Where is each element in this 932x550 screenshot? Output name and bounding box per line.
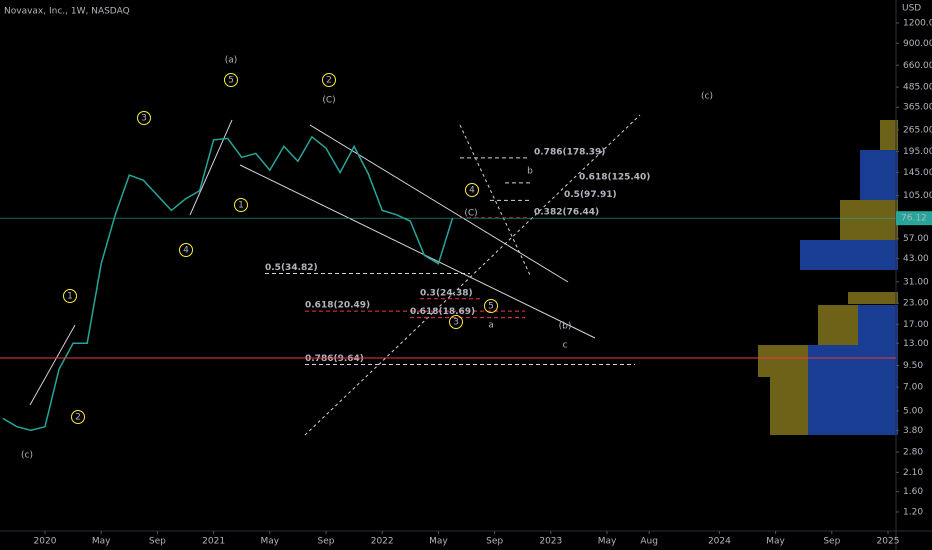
fib-label: 0.618(125.40) <box>579 172 650 182</box>
x-tick-label: Sep <box>823 537 840 547</box>
wave-circle <box>71 410 85 424</box>
y-tick-label: 1200.00 <box>903 18 932 28</box>
x-tick-label: 2022 <box>371 537 394 547</box>
fib-label: 0.618(18.69) <box>410 307 475 317</box>
fib-label: 0.382(76.44) <box>534 207 599 217</box>
wave-label: (a) <box>225 56 238 66</box>
wave-label: 2 <box>75 413 81 423</box>
wave-label: 3 <box>453 318 459 328</box>
currency: USD <box>902 4 921 14</box>
x-tick-label: Sep <box>486 537 503 547</box>
wave-circle <box>179 243 193 257</box>
x-tick-label: 2020 <box>34 537 57 547</box>
wave-circle <box>465 183 479 197</box>
fib-label: 0.3(24.38) <box>420 288 473 298</box>
y-tick-label: 2.10 <box>903 468 923 478</box>
x-tick-label: 2023 <box>539 537 562 547</box>
vp-bar <box>880 120 898 150</box>
y-tick-label: 365.00 <box>903 103 932 113</box>
wave-circle <box>63 289 77 303</box>
y-tick-label: 1.60 <box>903 487 923 497</box>
y-tick-label: 43.00 <box>903 254 929 264</box>
wave-label: c <box>563 341 568 351</box>
vp-bar <box>858 305 898 345</box>
x-tick-label: May <box>260 537 279 547</box>
wave-label: 5 <box>228 76 234 86</box>
y-tick-label: 105.00 <box>903 191 932 201</box>
wave-circle <box>322 73 336 87</box>
wave-circle <box>224 73 238 87</box>
fib-label: 0.618(20.49) <box>305 301 370 311</box>
vp-bar <box>840 200 898 240</box>
x-tick-label: May <box>766 537 785 547</box>
x-tick-label: May <box>92 537 111 547</box>
wave-circle <box>137 111 151 125</box>
x-tick-label: Sep <box>318 537 335 547</box>
wave-label: (c) <box>701 92 713 102</box>
y-tick-label: 660.00 <box>903 61 932 71</box>
y-tick-label: 265.00 <box>903 125 932 135</box>
y-tick-label: 7.00 <box>903 383 923 393</box>
wave-label: 4 <box>469 186 475 196</box>
volume-profile <box>758 120 898 435</box>
last-price-label: 76.12 <box>901 214 927 224</box>
fib-label: 0.786(9.64) <box>305 354 364 364</box>
y-tick-label: 57.00 <box>903 234 929 244</box>
chart-title: Novavax, Inc., 1W, NASDAQ <box>4 7 130 17</box>
fib-label: 0.786(178.39) <box>534 147 605 157</box>
y-tick-label: 1.20 <box>903 507 923 517</box>
wave-label: (b) <box>559 322 572 332</box>
vp-bar <box>860 150 898 200</box>
wave-circle <box>484 299 498 313</box>
x-tick-label: Aug <box>640 537 658 547</box>
wave-label: 4 <box>183 246 189 256</box>
wave-label: 1 <box>238 201 244 211</box>
y-tick-label: 195.00 <box>903 147 932 157</box>
wave-label: 1 <box>67 292 73 302</box>
trend-line <box>29 324 76 406</box>
wave-label: 5 <box>488 302 494 312</box>
price-line <box>2 135 454 432</box>
last-price-box <box>896 211 932 226</box>
y-tick-label: 2.80 <box>903 447 923 457</box>
y-tick-label: 900.00 <box>903 39 932 49</box>
trend-line <box>239 164 596 339</box>
trend-line <box>189 119 233 216</box>
trend-line <box>304 114 641 436</box>
x-tick-label: 2025 <box>877 537 900 547</box>
y-tick-label: 17.00 <box>903 320 929 330</box>
x-tick-label: May <box>598 537 617 547</box>
vp-bar <box>808 377 898 435</box>
wave-label: (C) <box>322 96 335 106</box>
vp-bar <box>848 292 898 304</box>
y-tick-label: 5.00 <box>903 406 923 416</box>
wave-circle <box>234 198 248 212</box>
trend-lines <box>29 114 641 436</box>
y-tick-label: 3.80 <box>903 426 923 436</box>
fib-label: 0.5(97.91) <box>564 190 617 200</box>
y-tick-label: 485.00 <box>903 83 932 93</box>
y-tick-label: 13.00 <box>903 339 929 349</box>
wave-label: a <box>488 321 494 331</box>
vp-bar <box>800 240 898 270</box>
vp-bar <box>808 345 898 377</box>
wave-label: 3 <box>141 114 147 124</box>
x-tick-label: May <box>429 537 448 547</box>
y-tick-label: 145.00 <box>903 168 932 178</box>
wave-label: (C) <box>464 209 477 219</box>
x-tick-label: 2021 <box>202 537 225 547</box>
x-tick-label: 2024 <box>708 537 731 547</box>
trend-line <box>309 124 569 283</box>
wave-label: 2 <box>326 76 332 86</box>
fib-label: 0.5(34.82) <box>265 263 318 273</box>
y-tick-label: 23.00 <box>903 298 929 308</box>
x-tick-label: Sep <box>149 537 166 547</box>
y-tick-label: 31.00 <box>903 277 929 287</box>
wave-label: b <box>527 167 533 177</box>
wave-label: (c) <box>21 451 33 461</box>
y-tick-label: 9.50 <box>903 361 923 371</box>
wave-circle <box>449 315 463 329</box>
